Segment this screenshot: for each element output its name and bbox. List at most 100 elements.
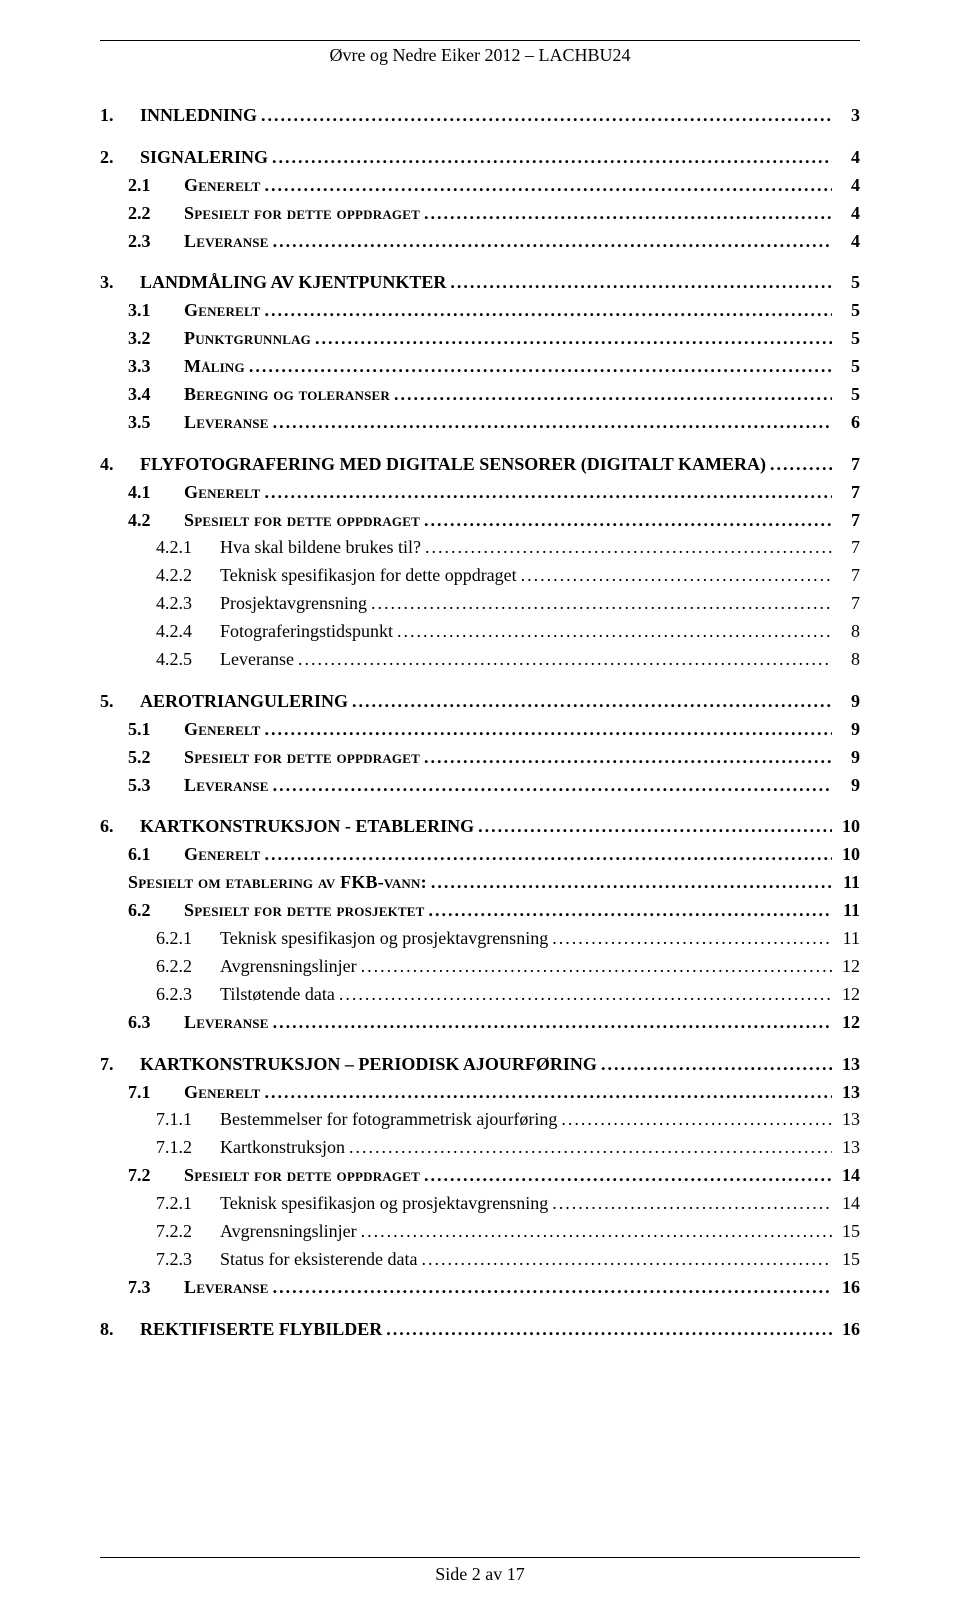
toc-entry-page: 13	[836, 1079, 860, 1107]
toc-entry-page: 7	[836, 479, 860, 507]
toc-entry: 3.LANDMÅLING AV KJENTPUNKTER5	[100, 269, 860, 297]
toc-leader-dots	[272, 144, 832, 172]
toc-leader-dots	[431, 869, 832, 897]
toc-entry-number: 4.2.1	[156, 534, 220, 562]
toc-entry-page: 5	[836, 381, 860, 409]
toc-entry-page: 16	[836, 1316, 860, 1344]
toc-leader-dots	[261, 102, 832, 130]
toc-leader-dots	[421, 1246, 832, 1274]
toc-entry: 4.2.1Hva skal bildene brukes til?7	[100, 534, 860, 562]
toc-entry-page: 3	[836, 102, 860, 130]
toc-entry-label: Avgrensningslinjer	[220, 1218, 357, 1246]
toc-entry-page: 10	[836, 841, 860, 869]
toc-entry-label: Spesielt for dette oppdraget	[184, 507, 420, 535]
toc-leader-dots	[770, 451, 832, 479]
toc-entry: 4.2.5Leveranse8	[100, 646, 860, 674]
toc-leader-dots	[315, 325, 832, 353]
toc-entry-number: 4.2.5	[156, 646, 220, 674]
toc-entry-page: 4	[836, 228, 860, 256]
toc-entry-page: 5	[836, 325, 860, 353]
toc-entry-page: 15	[836, 1218, 860, 1246]
toc-entry: 7.2.3Status for eksisterende data15	[100, 1246, 860, 1274]
toc-entry-number: 1.	[100, 102, 140, 130]
toc-entry: 4.2.3Prosjektavgrensning7	[100, 590, 860, 618]
toc-entry-page: 10	[836, 813, 860, 841]
toc-entry-number: 7.2.1	[156, 1190, 220, 1218]
toc-entry-label: Kartkonstruksjon	[220, 1134, 345, 1162]
toc-leader-dots	[521, 562, 832, 590]
toc-leader-dots	[273, 409, 832, 437]
toc-entry-page: 4	[836, 200, 860, 228]
toc-entry-number: 7.1.1	[156, 1106, 220, 1134]
toc-entry-page: 9	[836, 744, 860, 772]
toc-entry-number: 4.1	[128, 479, 184, 507]
toc-leader-dots	[386, 1316, 832, 1344]
toc-entry-page: 9	[836, 716, 860, 744]
toc-entry-number: 4.2.2	[156, 562, 220, 590]
toc-entry-label: KARTKONSTRUKSJON – PERIODISK AJOURFØRING	[140, 1051, 597, 1079]
toc-entry-label: Generelt	[184, 716, 261, 744]
toc-entry-number: 5.1	[128, 716, 184, 744]
toc-entry-label: Spesielt for dette oppdraget	[184, 200, 420, 228]
toc-leader-dots	[424, 507, 832, 535]
toc-leader-dots	[349, 1134, 832, 1162]
toc-entry-number: 3.4	[128, 381, 184, 409]
page-footer: Side 2 av 17	[0, 1557, 960, 1585]
toc-entry-page: 4	[836, 172, 860, 200]
toc-entry-label: Leveranse	[184, 1009, 269, 1037]
toc-entry-number: 6.2.2	[156, 953, 220, 981]
toc-entry-page: 9	[836, 772, 860, 800]
toc-entry-page: 4	[836, 144, 860, 172]
toc-entry-page: 7	[836, 507, 860, 535]
toc-leader-dots	[371, 590, 832, 618]
toc-entry-label: INNLEDNING	[140, 102, 257, 130]
toc-entry-number: 3.2	[128, 325, 184, 353]
toc-entry-label: Punktgrunnlag	[184, 325, 311, 353]
toc-entry: 6.2.3Tilstøtende data12	[100, 981, 860, 1009]
toc-entry: 6.3Leveranse12	[100, 1009, 860, 1037]
toc-entry-page: 5	[836, 297, 860, 325]
toc-entry: 5.AEROTRIANGULERING9	[100, 688, 860, 716]
toc-entry-label: SIGNALERING	[140, 144, 268, 172]
toc-entry: 4.FLYFOTOGRAFERING MED DIGITALE SENSORER…	[100, 451, 860, 479]
toc-entry-number: 7.	[100, 1051, 140, 1079]
toc-entry-number: 6.3	[128, 1009, 184, 1037]
toc-entry-label: LANDMÅLING AV KJENTPUNKTER	[140, 269, 446, 297]
toc-leader-dots	[450, 269, 832, 297]
toc-entry-page: 14	[836, 1162, 860, 1190]
toc-entry-number: 5.3	[128, 772, 184, 800]
toc-entry-number: 3.5	[128, 409, 184, 437]
toc-entry-label: REKTIFISERTE FLYBILDER	[140, 1316, 382, 1344]
toc-entry-page: 6	[836, 409, 860, 437]
toc-entry-label: FLYFOTOGRAFERING MED DIGITALE SENSORER (…	[140, 451, 766, 479]
toc-entry-number: 2.	[100, 144, 140, 172]
toc-entry: 8.REKTIFISERTE FLYBILDER 16	[100, 1316, 860, 1344]
toc-entry-page: 7	[836, 451, 860, 479]
toc-entry: 7.1Generelt13	[100, 1079, 860, 1107]
toc-entry-label: Teknisk spesifikasjon for dette oppdrage…	[220, 562, 517, 590]
toc-entry: 3.4Beregning og toleranser5	[100, 381, 860, 409]
footer-text: Side 2 av 17	[0, 1564, 960, 1585]
toc-leader-dots	[249, 353, 832, 381]
toc-entry: 6.2Spesielt for dette prosjektet11	[100, 897, 860, 925]
toc-leader-dots	[561, 1106, 832, 1134]
toc-entry: 2.1Generelt4	[100, 172, 860, 200]
toc-leader-dots	[601, 1051, 832, 1079]
toc-entry-label: Teknisk spesifikasjon og prosjektavgrens…	[220, 925, 548, 953]
toc-entry: 3.1Generelt5	[100, 297, 860, 325]
toc-entry-label: Spesielt for dette oppdraget	[184, 744, 420, 772]
toc-leader-dots	[265, 841, 832, 869]
toc-entry-number: 5.	[100, 688, 140, 716]
toc-entry: 7.2.1Teknisk spesifikasjon og prosjektav…	[100, 1190, 860, 1218]
toc-leader-dots	[265, 172, 832, 200]
toc-leader-dots	[273, 1274, 832, 1302]
toc-entry-label: AEROTRIANGULERING	[140, 688, 348, 716]
toc-entry-number: 8.	[100, 1316, 140, 1344]
toc-entry-page: 13	[836, 1134, 860, 1162]
toc-entry-page: 14	[836, 1190, 860, 1218]
toc-leader-dots	[273, 228, 832, 256]
toc-leader-dots	[424, 744, 832, 772]
toc-entry-label: Fotograferingstidspunkt	[220, 618, 393, 646]
toc-entry-label: Spesielt om etablering av FKB-vann:	[128, 869, 427, 897]
toc-entry-label: Leveranse	[184, 1274, 269, 1302]
